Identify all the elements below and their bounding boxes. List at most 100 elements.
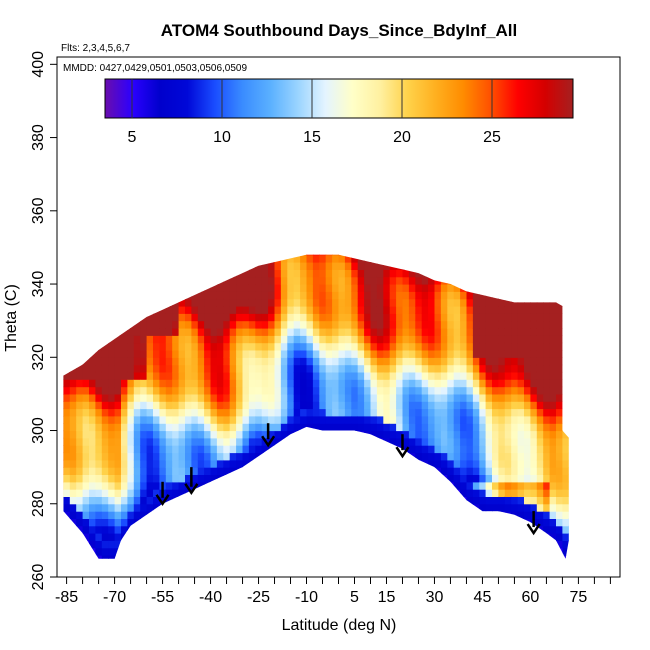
heat-cell bbox=[274, 291, 282, 300]
heat-cell bbox=[543, 320, 551, 329]
heat-cell bbox=[185, 525, 192, 534]
heat-cell bbox=[492, 240, 499, 248]
heat-cell bbox=[217, 562, 224, 570]
heat-cell bbox=[114, 254, 122, 256]
heat-cell bbox=[70, 240, 77, 248]
heat-cell bbox=[223, 320, 231, 329]
heat-cell bbox=[223, 467, 231, 475]
heat-cell bbox=[504, 254, 512, 256]
heat-cell bbox=[325, 437, 333, 446]
heat-cell bbox=[255, 386, 263, 395]
heat-cell bbox=[293, 342, 301, 351]
heat-cell bbox=[402, 262, 410, 270]
heat-cell bbox=[447, 240, 454, 248]
heat-cell bbox=[421, 467, 429, 475]
heat-cell bbox=[344, 423, 352, 432]
heat-cell bbox=[114, 291, 122, 300]
heat-cell bbox=[140, 562, 147, 570]
heat-cell bbox=[325, 371, 333, 380]
heat-cell bbox=[498, 401, 506, 410]
heat-cell bbox=[63, 328, 71, 336]
heat-cell bbox=[485, 415, 493, 424]
heat-cell bbox=[319, 408, 327, 417]
heat-cell bbox=[127, 511, 135, 519]
heat-cell bbox=[133, 430, 141, 439]
heat-cell bbox=[312, 401, 320, 410]
heat-cell bbox=[236, 445, 244, 454]
heat-cell bbox=[389, 262, 397, 270]
heat-cell bbox=[146, 555, 154, 559]
heat-cell bbox=[402, 269, 410, 278]
heat-cell bbox=[172, 533, 180, 541]
heat-cell bbox=[536, 547, 544, 556]
heat-cell bbox=[63, 547, 64, 556]
heat-cell bbox=[338, 335, 346, 344]
heat-cell bbox=[76, 262, 84, 270]
heat-cell bbox=[153, 459, 160, 468]
heat-cell bbox=[261, 276, 269, 285]
heat-cell bbox=[133, 489, 141, 497]
heat-cell bbox=[402, 306, 410, 314]
heat-cell bbox=[312, 533, 320, 541]
heat-cell bbox=[191, 474, 199, 483]
heat-cell bbox=[133, 555, 141, 559]
heat-cell bbox=[89, 313, 96, 322]
heat-cell bbox=[556, 254, 563, 256]
heat-cell bbox=[364, 423, 372, 432]
heat-cell bbox=[517, 320, 525, 329]
heat-cell bbox=[115, 562, 122, 570]
heat-cell bbox=[376, 269, 384, 278]
heat-cell bbox=[82, 547, 90, 556]
heat-cell bbox=[274, 430, 282, 439]
heat-cell bbox=[536, 518, 544, 527]
heat-cell bbox=[421, 291, 429, 300]
heat-cell bbox=[530, 481, 538, 490]
heat-cell bbox=[210, 415, 218, 424]
heat-cell bbox=[364, 254, 372, 256]
heat-cell bbox=[95, 467, 103, 475]
heat-cell bbox=[287, 276, 295, 285]
heat-cell bbox=[408, 357, 416, 366]
heat-cell bbox=[95, 503, 103, 512]
heat-cell bbox=[204, 474, 212, 483]
heat-cell bbox=[114, 518, 122, 527]
heat-cell bbox=[82, 269, 90, 278]
heat-cell bbox=[383, 364, 391, 373]
heat-cell bbox=[274, 467, 282, 475]
heat-cell bbox=[261, 328, 269, 336]
heat-cell bbox=[338, 401, 346, 410]
heat-cell bbox=[319, 445, 327, 454]
heat-cell bbox=[479, 430, 487, 439]
heat-cell bbox=[389, 342, 397, 351]
heat-cell bbox=[204, 401, 212, 410]
heat-cell bbox=[472, 496, 480, 505]
heat-cell bbox=[140, 298, 148, 307]
heat-cell bbox=[358, 562, 365, 570]
heat-cell bbox=[440, 262, 448, 270]
heat-cell bbox=[556, 254, 563, 263]
heat-cell bbox=[242, 364, 250, 373]
heat-cell bbox=[517, 328, 525, 336]
heat-cell bbox=[543, 269, 551, 278]
heat-cell bbox=[543, 481, 551, 490]
heat-cell bbox=[383, 254, 391, 263]
heat-cell bbox=[178, 555, 186, 559]
heat-cell bbox=[216, 481, 224, 490]
heat-cell bbox=[287, 254, 295, 263]
heat-cell bbox=[204, 415, 212, 424]
heat-cell bbox=[101, 284, 109, 292]
heat-cell bbox=[453, 262, 461, 270]
heat-cell bbox=[440, 408, 448, 417]
heat-cell bbox=[511, 269, 519, 278]
heat-cell bbox=[63, 423, 64, 432]
heat-cell bbox=[344, 276, 352, 285]
heat-cell bbox=[274, 269, 282, 278]
heat-cell bbox=[300, 379, 308, 388]
heat-cell bbox=[146, 489, 154, 497]
heat-cell bbox=[268, 335, 276, 344]
heat-cell bbox=[466, 401, 474, 410]
heat-cell bbox=[236, 328, 244, 336]
heat-cell bbox=[472, 555, 480, 559]
heat-cell bbox=[543, 364, 551, 373]
